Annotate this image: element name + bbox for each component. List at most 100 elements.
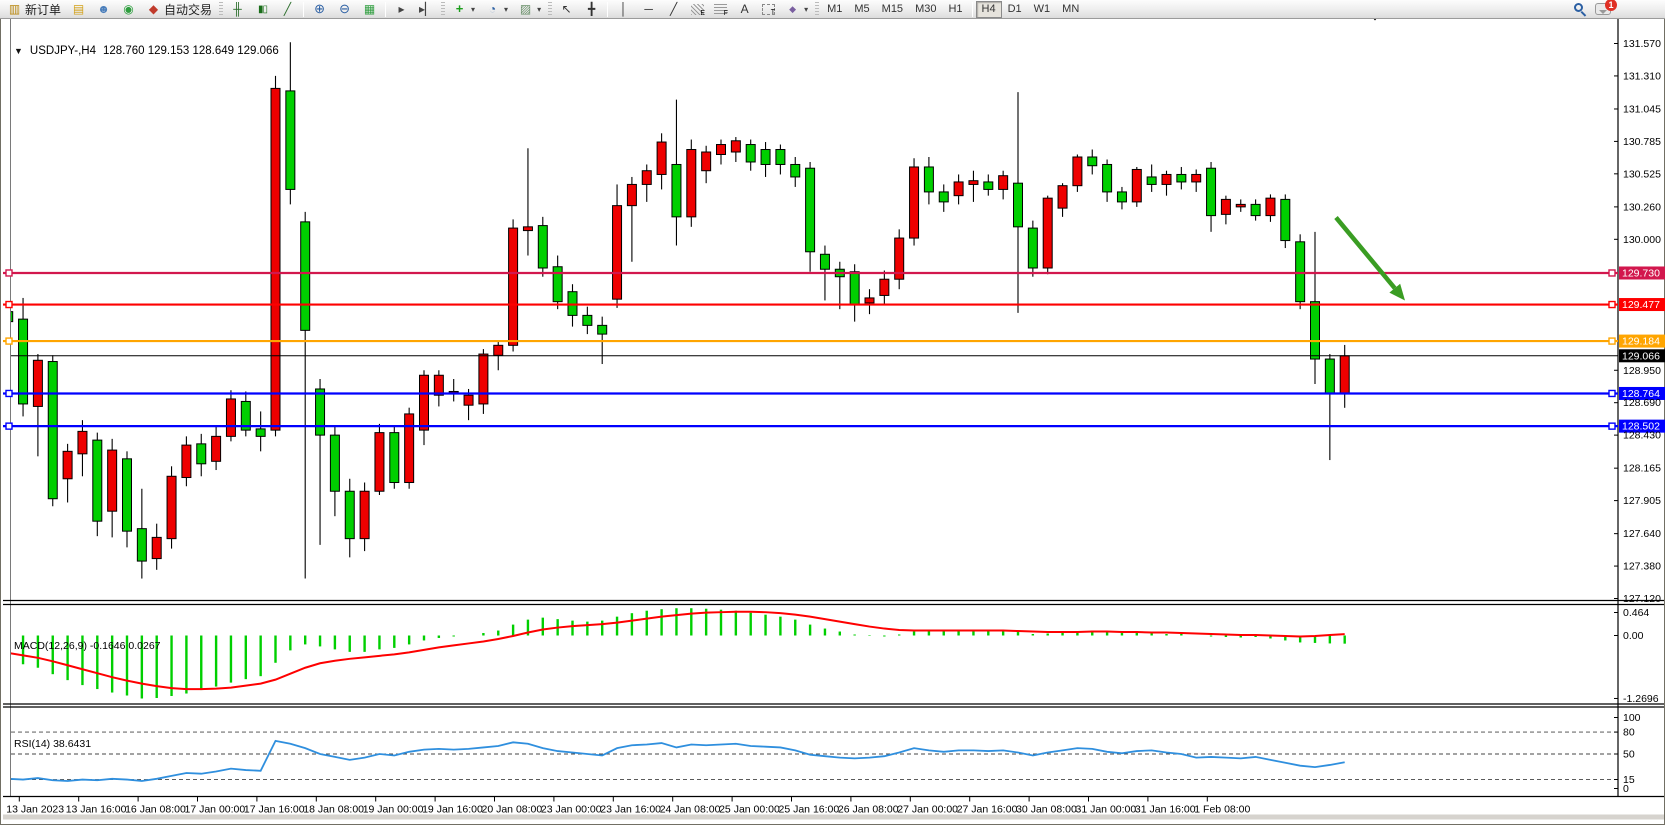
template-icon xyxy=(518,2,533,17)
terminal-button[interactable] xyxy=(91,1,116,18)
price-axis-tick: 130.525 xyxy=(1623,168,1661,180)
date-axis-label: 24 Jan 08:00 xyxy=(660,804,721,816)
trendline-tool-button[interactable] xyxy=(661,1,686,18)
cursor-tool-button[interactable] xyxy=(554,1,579,18)
chart-shift-button[interactable] xyxy=(414,1,439,18)
date-axis-label: 30 Jan 08:00 xyxy=(1016,804,1077,816)
date-axis-label: 18 Jan 08:00 xyxy=(303,804,364,816)
channel-tool-button[interactable]: E xyxy=(686,1,709,18)
current-price-line xyxy=(11,349,1665,363)
notifications-button[interactable]: 1 xyxy=(1595,0,1617,15)
cursor-icon xyxy=(559,2,574,17)
chart-profile-button[interactable] xyxy=(66,1,91,18)
bar-chart-mode-button[interactable] xyxy=(225,1,250,18)
current-price-label: 129.066 xyxy=(1622,350,1660,362)
crosshair-icon xyxy=(584,2,599,17)
horizontal-line-icon xyxy=(641,2,656,17)
macd-indicator-label: MACD(12,26,9) -0.1646 0.0267 xyxy=(14,640,161,652)
date-axis-label: 25 Jan 00:00 xyxy=(719,804,780,816)
date-axis-label: 20 Jan 08:00 xyxy=(482,804,543,816)
trendline-icon xyxy=(666,2,681,17)
price-label-128.764: 128.764 xyxy=(1622,388,1660,400)
auto-scroll-icon xyxy=(394,2,409,17)
line-chart-icon xyxy=(280,2,295,17)
timeframe-button-W1[interactable]: W1 xyxy=(1033,3,1051,15)
new-order-button[interactable]: 新订单 xyxy=(2,1,66,18)
date-axis-label: 19 Jan 16:00 xyxy=(422,804,483,816)
tile-windows-button[interactable] xyxy=(357,1,382,18)
macd-pane xyxy=(11,608,1346,699)
rsi-axis-tick: 50 xyxy=(1623,749,1635,761)
zoom-out-button[interactable] xyxy=(332,1,357,18)
price-axis-tick: 128.690 xyxy=(1623,397,1661,409)
toolbar-separator xyxy=(607,1,609,17)
rsi-pane xyxy=(11,731,1618,782)
autotrading-icon xyxy=(146,2,161,17)
price-label-129.730: 129.730 xyxy=(1622,267,1660,279)
date-axis-label: 27 Jan 00:00 xyxy=(897,804,958,816)
arrows-tool-button[interactable]: ▾ xyxy=(780,1,813,18)
zoom-in-button[interactable] xyxy=(307,1,332,18)
new-order-icon xyxy=(7,2,22,17)
timeframe-button-M1[interactable]: M1 xyxy=(827,3,843,15)
price-axis-tick: 130.000 xyxy=(1623,234,1661,246)
rsi-axis-tick: 0 xyxy=(1623,783,1629,795)
hline-128.502[interactable] xyxy=(3,419,1665,433)
notification-badge: 1 xyxy=(1605,0,1617,11)
timeframe-button-M5[interactable]: M5 xyxy=(854,3,870,15)
toolbar-right-group: 1 xyxy=(1574,0,1617,17)
hline-129.184[interactable] xyxy=(3,334,1665,348)
candlestick-mode-button[interactable] xyxy=(250,1,275,18)
chart-symbol-period: USDJPY-,H4 xyxy=(29,45,96,57)
candlestick-icon xyxy=(255,1,270,17)
new-order-label: 新订单 xyxy=(25,2,62,17)
line-chart-mode-button[interactable] xyxy=(275,1,300,18)
toolbar-grip xyxy=(219,1,224,17)
autotrading-button[interactable]: 自动交易 xyxy=(141,1,217,18)
vertical-line-tool-button[interactable] xyxy=(611,1,636,18)
chart-ohlc-values: 128.760 129.153 128.649 129.066 xyxy=(102,45,279,57)
fibonacci-icon: F xyxy=(714,3,728,17)
timeframe-button-D1[interactable]: D1 xyxy=(1007,3,1022,15)
rsi-axis-tick: 15 xyxy=(1623,774,1635,786)
price-axis-tick: 127.905 xyxy=(1623,495,1661,507)
toolbar-separator xyxy=(303,1,305,17)
rsi-indicator-label: RSI(14) 38.6431 xyxy=(14,738,92,750)
collapse-triangle-icon[interactable]: ▼ xyxy=(14,46,23,56)
date-axis-label: 27 Jan 16:00 xyxy=(957,804,1018,816)
timeframe-button-M30[interactable]: M30 xyxy=(915,3,937,15)
indicators-button[interactable]: ▾ xyxy=(447,1,480,18)
clock-icon xyxy=(485,2,500,17)
timeframe-button-H1[interactable]: H1 xyxy=(948,3,963,15)
hline-129.477[interactable] xyxy=(3,298,1665,312)
data-feed-button[interactable] xyxy=(116,1,141,18)
auto-scroll-button[interactable] xyxy=(389,1,414,18)
timeframe-button-MN[interactable]: MN xyxy=(1062,3,1080,15)
fibonacci-tool-button[interactable]: F xyxy=(709,1,732,18)
timeframe-button-M15[interactable]: M15 xyxy=(881,3,904,15)
zoom-out-icon xyxy=(337,1,352,17)
crosshair-tool-button[interactable] xyxy=(579,1,604,18)
price-axis-tick: 128.165 xyxy=(1623,463,1661,475)
ohlc-bars-icon xyxy=(230,2,245,17)
date-axis-label: 16 Jan 08:00 xyxy=(125,804,186,816)
chevron-down-icon: ▾ xyxy=(504,4,509,14)
price-axis-tick: 130.260 xyxy=(1623,201,1661,213)
rsi-axis-tick: 100 xyxy=(1623,712,1641,724)
chart-canvas[interactable]: 129.730 129.477 129.184 128.764 128.502 129.0… xyxy=(1,10,1665,830)
price-axis-tick: 131.310 xyxy=(1623,70,1661,82)
timeframe-button-H4[interactable]: H4 xyxy=(975,0,1002,18)
hline-129.730[interactable] xyxy=(3,266,1665,280)
horizontal-line-tool-button[interactable] xyxy=(636,1,661,18)
search-button[interactable] xyxy=(1574,2,1587,17)
toolbar-separator xyxy=(385,1,387,17)
hline-128.764[interactable] xyxy=(3,386,1665,400)
indicators-icon xyxy=(452,1,467,17)
text-tool-button[interactable] xyxy=(732,1,757,18)
date-axis-label: 31 Jan 00:00 xyxy=(1076,804,1137,816)
trend-arrow-annotation[interactable] xyxy=(1334,216,1405,301)
periods-button[interactable]: ▾ xyxy=(480,1,513,18)
text-label-tool-button[interactable]: T xyxy=(757,1,780,18)
templates-button[interactable]: ▾ xyxy=(513,1,546,18)
